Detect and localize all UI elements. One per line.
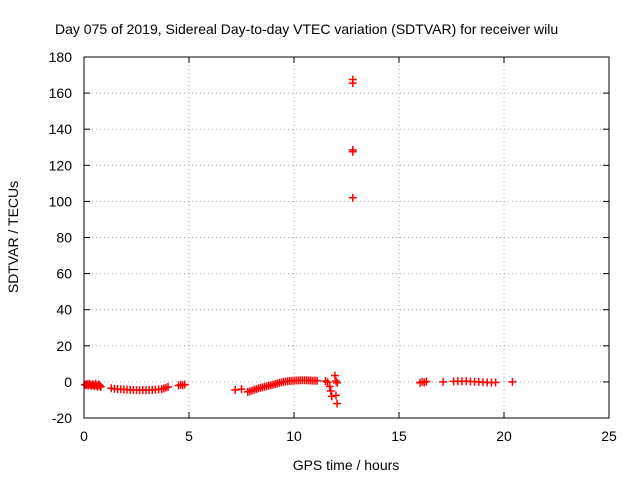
data-point <box>327 392 336 401</box>
y-tick-label: 40 <box>56 302 72 318</box>
y-tick-label: 140 <box>49 121 73 137</box>
grid <box>84 57 609 418</box>
x-tick-label: 20 <box>496 428 512 444</box>
x-axis-label: GPS time / hours <box>293 457 400 473</box>
data-point <box>326 386 335 395</box>
y-tick-label: -20 <box>52 410 72 426</box>
y-tick-label: 60 <box>56 266 72 282</box>
data-point <box>237 385 246 394</box>
data-point <box>422 377 431 386</box>
data-point <box>348 145 357 154</box>
y-axis-label: SDTVAR / TECUs <box>5 181 21 293</box>
data-points <box>81 75 517 408</box>
data-point <box>325 382 334 391</box>
y-tick-label: 100 <box>49 193 73 209</box>
data-point <box>313 376 322 385</box>
data-point <box>508 377 517 386</box>
data-point <box>332 376 340 385</box>
x-tick-label: 5 <box>185 428 193 444</box>
x-tick-label: 0 <box>80 428 88 444</box>
tick-marks <box>83 56 610 419</box>
data-point <box>180 380 189 389</box>
tick-labels: 0 5 10 15 20 25 -20 0 20 40 60 80 100 120 140 160 180 <box>49 49 617 444</box>
data-point <box>96 382 105 391</box>
data-point <box>348 75 357 84</box>
data-point <box>332 391 340 400</box>
y-tick-label: 160 <box>49 85 73 101</box>
y-tick-label: 0 <box>64 374 72 390</box>
y-tick-label: 20 <box>56 338 72 354</box>
x-tick-label: 15 <box>391 428 407 444</box>
y-tick-label: 80 <box>56 230 72 246</box>
y-tick-label: 180 <box>49 49 73 65</box>
x-tick-label: 10 <box>286 428 302 444</box>
data-point <box>333 378 342 387</box>
data-point <box>231 386 240 395</box>
data-point <box>164 382 172 391</box>
data-point <box>348 193 357 202</box>
x-tick-label: 25 <box>601 428 617 444</box>
data-point <box>95 381 104 390</box>
data-point <box>439 377 448 386</box>
chart-title: Day 075 of 2019, Sidereal Day-to-day VTE… <box>55 21 558 37</box>
data-point <box>333 399 342 408</box>
plot-border <box>83 56 610 419</box>
data-point <box>491 378 500 387</box>
data-point <box>323 378 332 387</box>
y-tick-label: 120 <box>49 157 73 173</box>
data-point <box>330 371 339 380</box>
